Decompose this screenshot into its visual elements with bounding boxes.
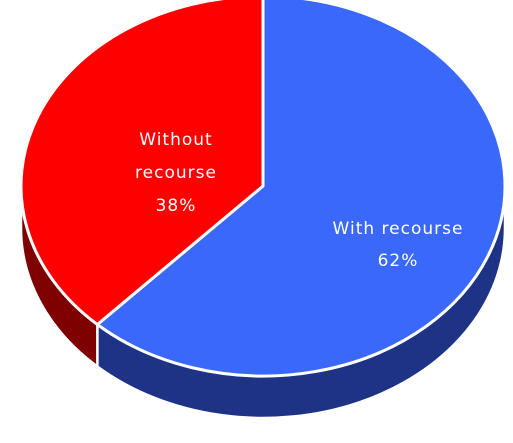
- pie-slice-without-recourse: [19, 0, 265, 327]
- pie-slice-with-recourse: [95, 0, 507, 378]
- slice-label-with-recourse: With recourse: [333, 219, 464, 239]
- slice-labels: Without recourse 38% With recourse 62%: [135, 130, 464, 271]
- slice-label-without-recourse-line1: Without: [139, 130, 212, 150]
- slice-value-with-recourse: 62%: [378, 251, 419, 271]
- pie-slices: [19, 0, 507, 378]
- slice-label-without-recourse-line2: recourse: [135, 163, 217, 183]
- slice-value-without-recourse: 38%: [156, 196, 197, 216]
